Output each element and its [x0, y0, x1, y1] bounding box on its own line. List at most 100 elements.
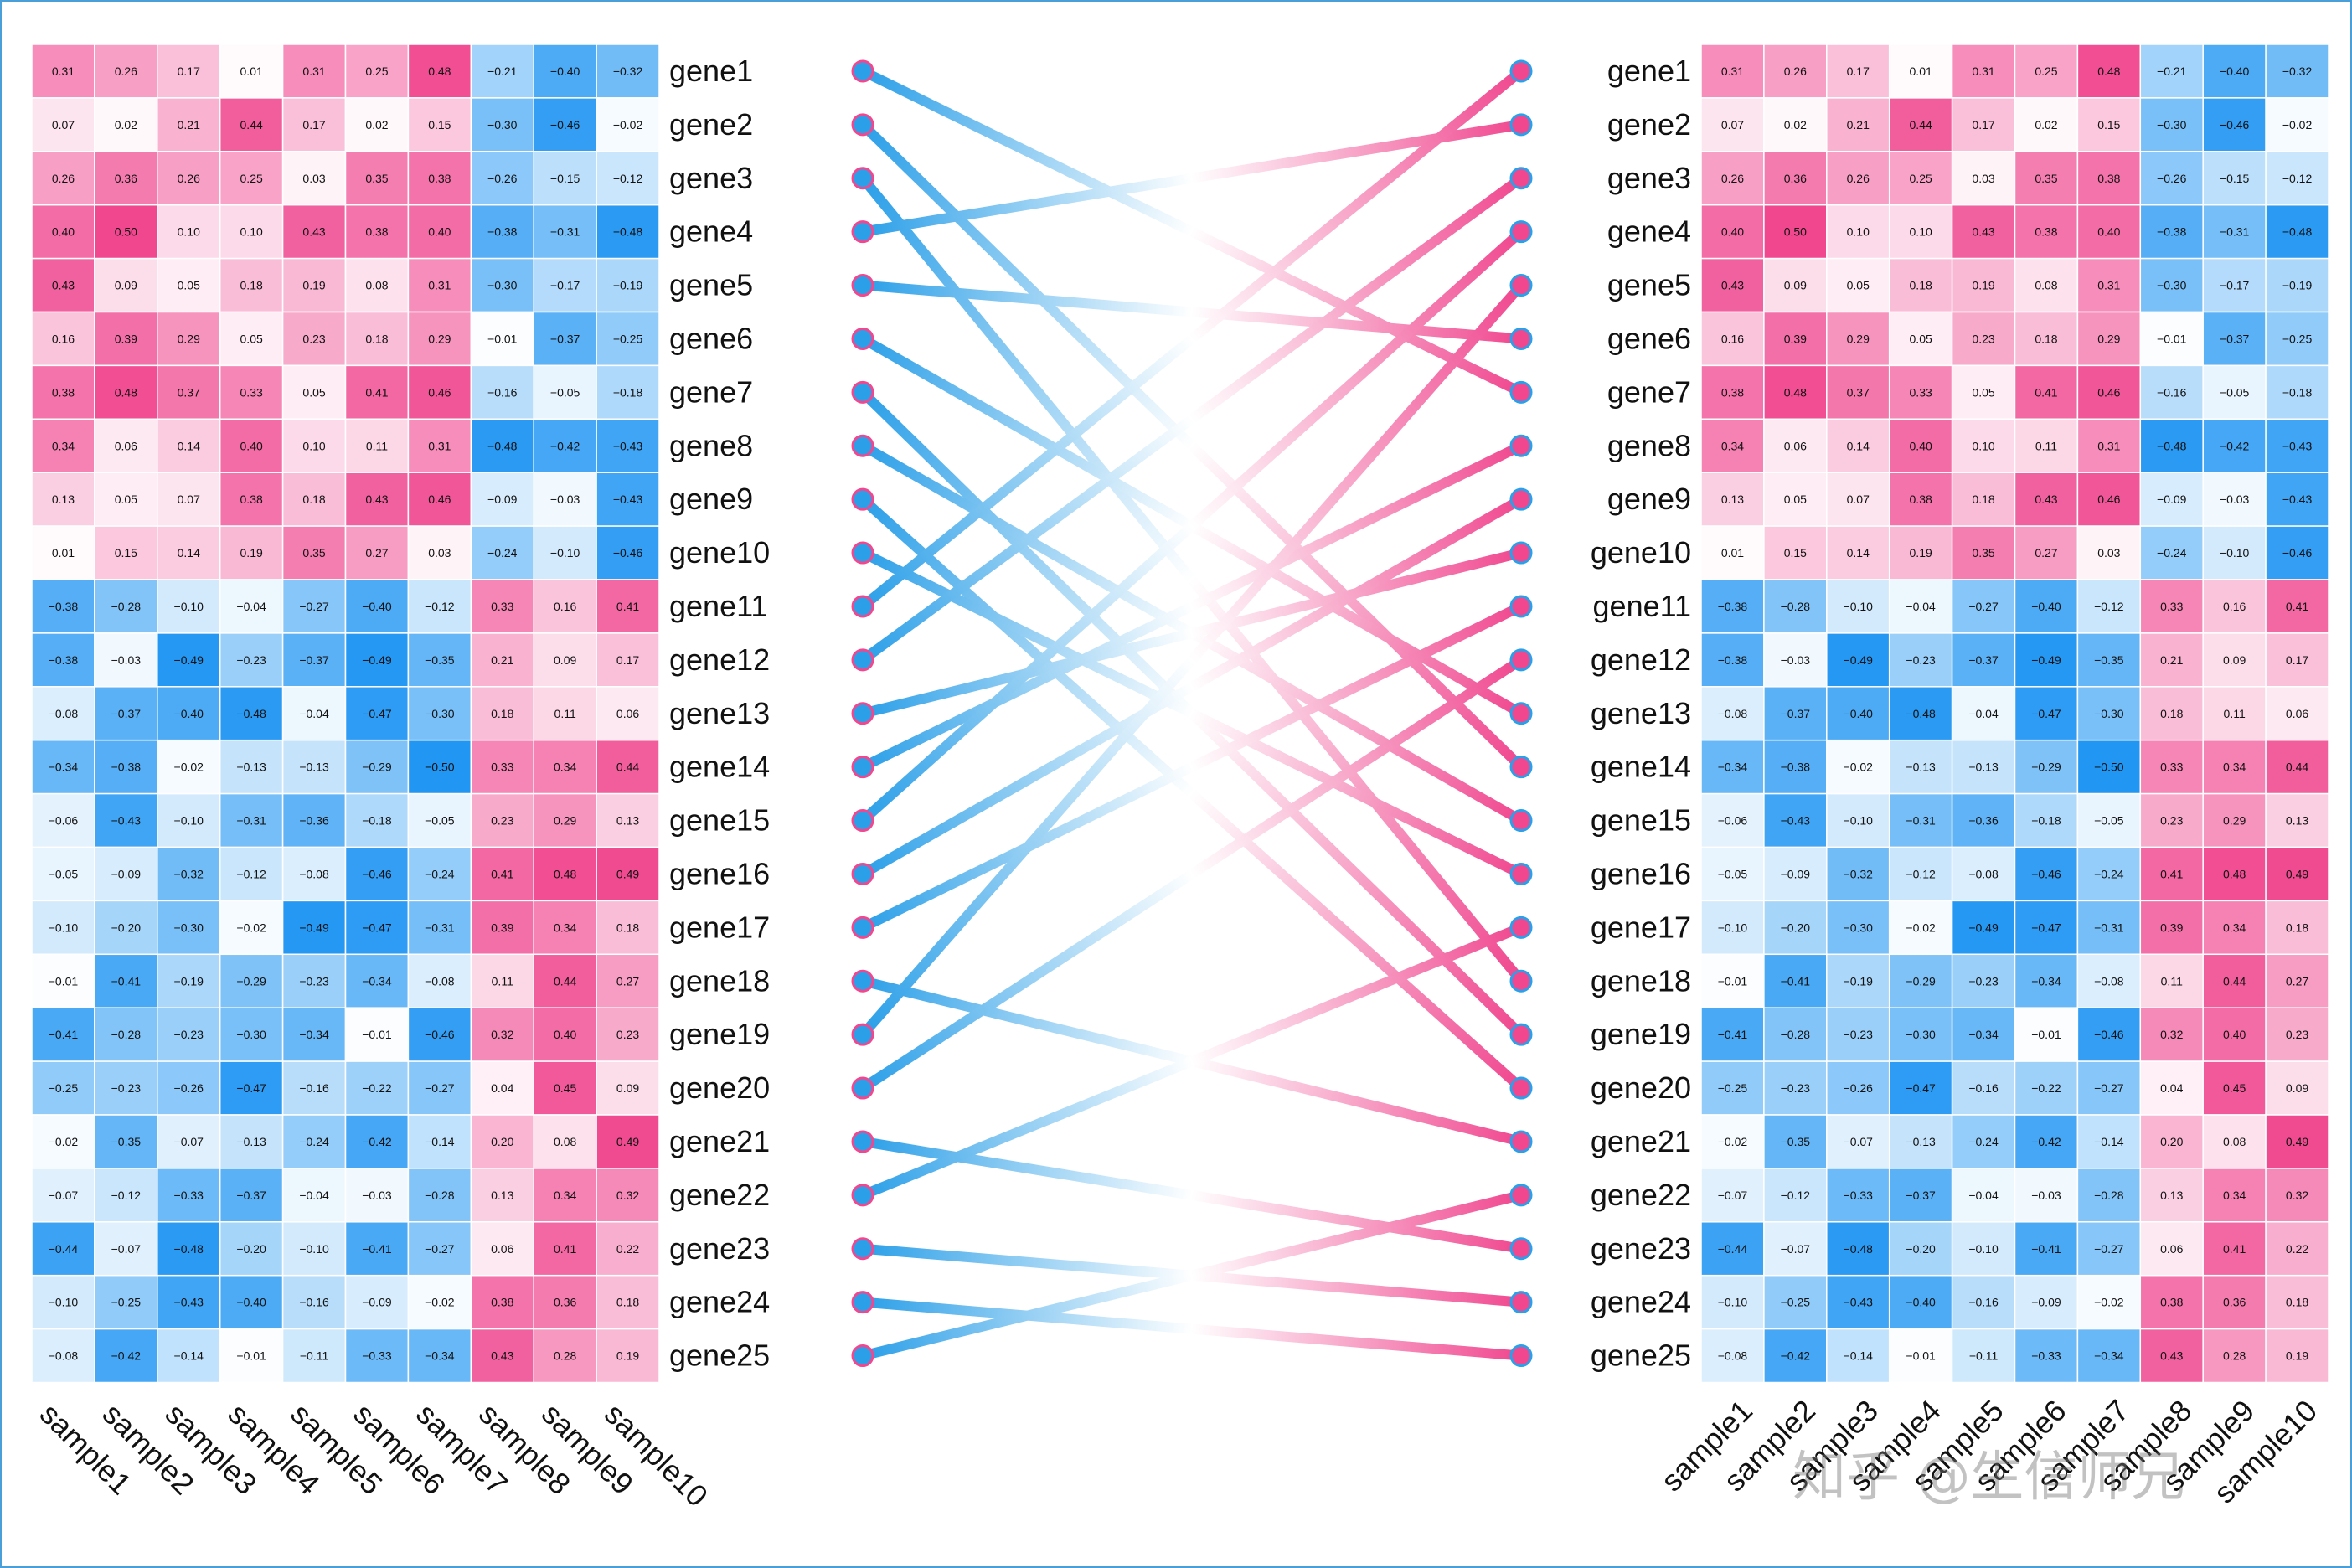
left-dot-gene6	[851, 327, 874, 350]
left-cell-value: −0.01	[487, 332, 518, 345]
left-cell-value: −0.08	[49, 707, 79, 720]
left-cell-value: 0.26	[178, 172, 200, 185]
left-gene-label: gene22	[669, 1178, 770, 1212]
right-cell-gene21-sample1	[1700, 1114, 1765, 1169]
left-cell-value: 0.17	[178, 64, 200, 78]
right-cell-gene8-sample9	[2202, 418, 2267, 473]
left-cell-value: 0.43	[365, 493, 388, 506]
left-cell-gene17-sample1	[31, 900, 95, 956]
left-cell-gene5-sample6	[344, 257, 410, 313]
left-cell-value: 0.02	[115, 118, 137, 132]
right-cell-gene12-sample1	[1700, 632, 1765, 688]
left-dot-gene22	[851, 1184, 874, 1207]
right-cell-value: −0.42	[2031, 1135, 2061, 1148]
left-cell-value: −0.47	[362, 921, 392, 934]
connection-dots	[851, 59, 1533, 1368]
left-dot-gene19	[851, 1023, 874, 1046]
right-cell-value: −0.11	[1969, 1349, 1999, 1363]
right-cell-value: 0.44	[2223, 974, 2246, 988]
right-cell-value: 0.34	[1721, 439, 1744, 452]
left-cell-gene23-sample10	[596, 1221, 660, 1277]
right-cell-value: −0.30	[2157, 118, 2187, 132]
left-cell-value: −0.37	[236, 1189, 266, 1202]
connection-line-gene3-gene18	[858, 173, 1526, 987]
right-cell-value: −0.41	[1718, 1028, 1748, 1041]
left-cell-value: −0.46	[425, 1028, 455, 1041]
right-cell-value: 0.06	[2286, 707, 2308, 720]
right-cell-gene20-sample9	[2202, 1060, 2267, 1116]
right-cell-gene16-sample5	[1951, 846, 2016, 902]
left-cell-value: −0.04	[299, 1189, 329, 1202]
left-cell-gene18-sample10	[596, 953, 660, 1008]
left-cell-value: 0.43	[52, 279, 75, 292]
right-cell-value: 0.26	[1784, 64, 1807, 78]
right-cell-gene25-sample9	[2202, 1328, 2267, 1384]
left-cell-value: −0.22	[362, 1081, 392, 1095]
left-cell-value: 0.34	[52, 439, 75, 452]
left-cell-value: 0.01	[240, 64, 263, 78]
right-cell-value: 0.08	[2035, 279, 2057, 292]
left-cell-gene16-sample1	[31, 846, 95, 902]
right-cell-gene23-sample6	[2014, 1221, 2079, 1277]
left-cell-value: 0.11	[366, 439, 388, 452]
right-cell-value: −0.46	[2282, 546, 2313, 560]
right-cell-gene21-sample3	[1826, 1114, 1890, 1169]
right-cell-gene17-sample6	[2014, 900, 2079, 956]
right-cell-value: −0.18	[2282, 385, 2313, 399]
right-cell-value: 0.34	[2223, 1189, 2246, 1202]
left-cell-value: 0.06	[616, 707, 639, 720]
right-cell-gene10-sample3	[1826, 525, 1890, 580]
left-gene-label: gene5	[669, 268, 753, 302]
right-cell-value: 0.08	[2223, 1135, 2246, 1148]
right-cell-value: −0.38	[1718, 600, 1748, 613]
right-cell-value: 0.15	[2097, 118, 2120, 132]
left-cell-value: 0.41	[365, 385, 388, 399]
right-cell-value: −0.21	[2157, 64, 2187, 78]
right-dot-gene10	[1509, 541, 1533, 565]
left-cell-value: 0.41	[554, 1242, 576, 1256]
right-cell-gene23-sample9	[2202, 1221, 2267, 1277]
right-cell-value: 0.05	[1847, 279, 1870, 292]
right-cell-value: 0.35	[1972, 546, 1994, 560]
left-cell-gene19-sample8	[470, 1007, 534, 1062]
right-cell-gene24-sample9	[2202, 1274, 2267, 1330]
left-cell-value: 0.05	[178, 279, 200, 292]
right-cell-value: −0.05	[2220, 385, 2250, 399]
right-cell-value: −0.49	[1844, 653, 1874, 667]
right-cell-gene15-sample3	[1826, 792, 1890, 848]
left-gene-label: gene3	[669, 161, 753, 195]
left-cell-value: 0.21	[178, 118, 200, 132]
right-cell-value: −0.04	[1906, 600, 1936, 613]
right-cell-value: 0.37	[1847, 385, 1870, 399]
left-cell-value: 0.49	[616, 867, 639, 880]
right-dot-gene17	[1509, 916, 1533, 939]
right-cell-value: 0.13	[1721, 493, 1744, 506]
left-cell-value: 0.06	[115, 439, 137, 452]
right-cell-gene22-sample10	[2265, 1168, 2329, 1223]
right-cell-gene2-sample8	[2139, 97, 2204, 152]
connection-line-gene13-gene10	[858, 548, 1526, 719]
left-cell-value: 0.14	[178, 439, 200, 452]
left-cell-gene16-sample9	[533, 846, 597, 902]
left-cell-value: −0.03	[111, 653, 142, 667]
right-gene-label: gene24	[1591, 1285, 1691, 1319]
right-cell-value: −0.38	[2157, 225, 2187, 239]
connection-line-gene14-gene8	[858, 441, 1526, 772]
right-cell-gene15-sample9	[2202, 792, 2267, 848]
left-cell-value: −0.06	[49, 814, 79, 828]
left-cell-value: −0.13	[236, 761, 266, 774]
connection-line-gene16-gene9	[858, 494, 1526, 879]
right-cell-value: −0.27	[2094, 1242, 2124, 1256]
left-cell-value: −0.13	[299, 761, 329, 774]
right-cell-gene4-sample8	[2139, 204, 2204, 260]
left-cell-gene11-sample9	[533, 579, 597, 634]
left-cell-gene9-sample3	[157, 472, 221, 527]
right-cell-value: −0.09	[1781, 867, 1811, 880]
right-cell-gene1-sample6	[2014, 44, 2079, 99]
right-cell-gene17-sample5	[1951, 900, 2016, 956]
right-cell-gene21-sample10	[2265, 1114, 2329, 1169]
right-cell-value: −0.10	[1718, 921, 1748, 934]
connection-line-gene19-gene5	[858, 280, 1526, 1040]
right-cell-value: −0.48	[2282, 225, 2313, 239]
right-cell-value: 0.19	[2286, 1349, 2308, 1363]
